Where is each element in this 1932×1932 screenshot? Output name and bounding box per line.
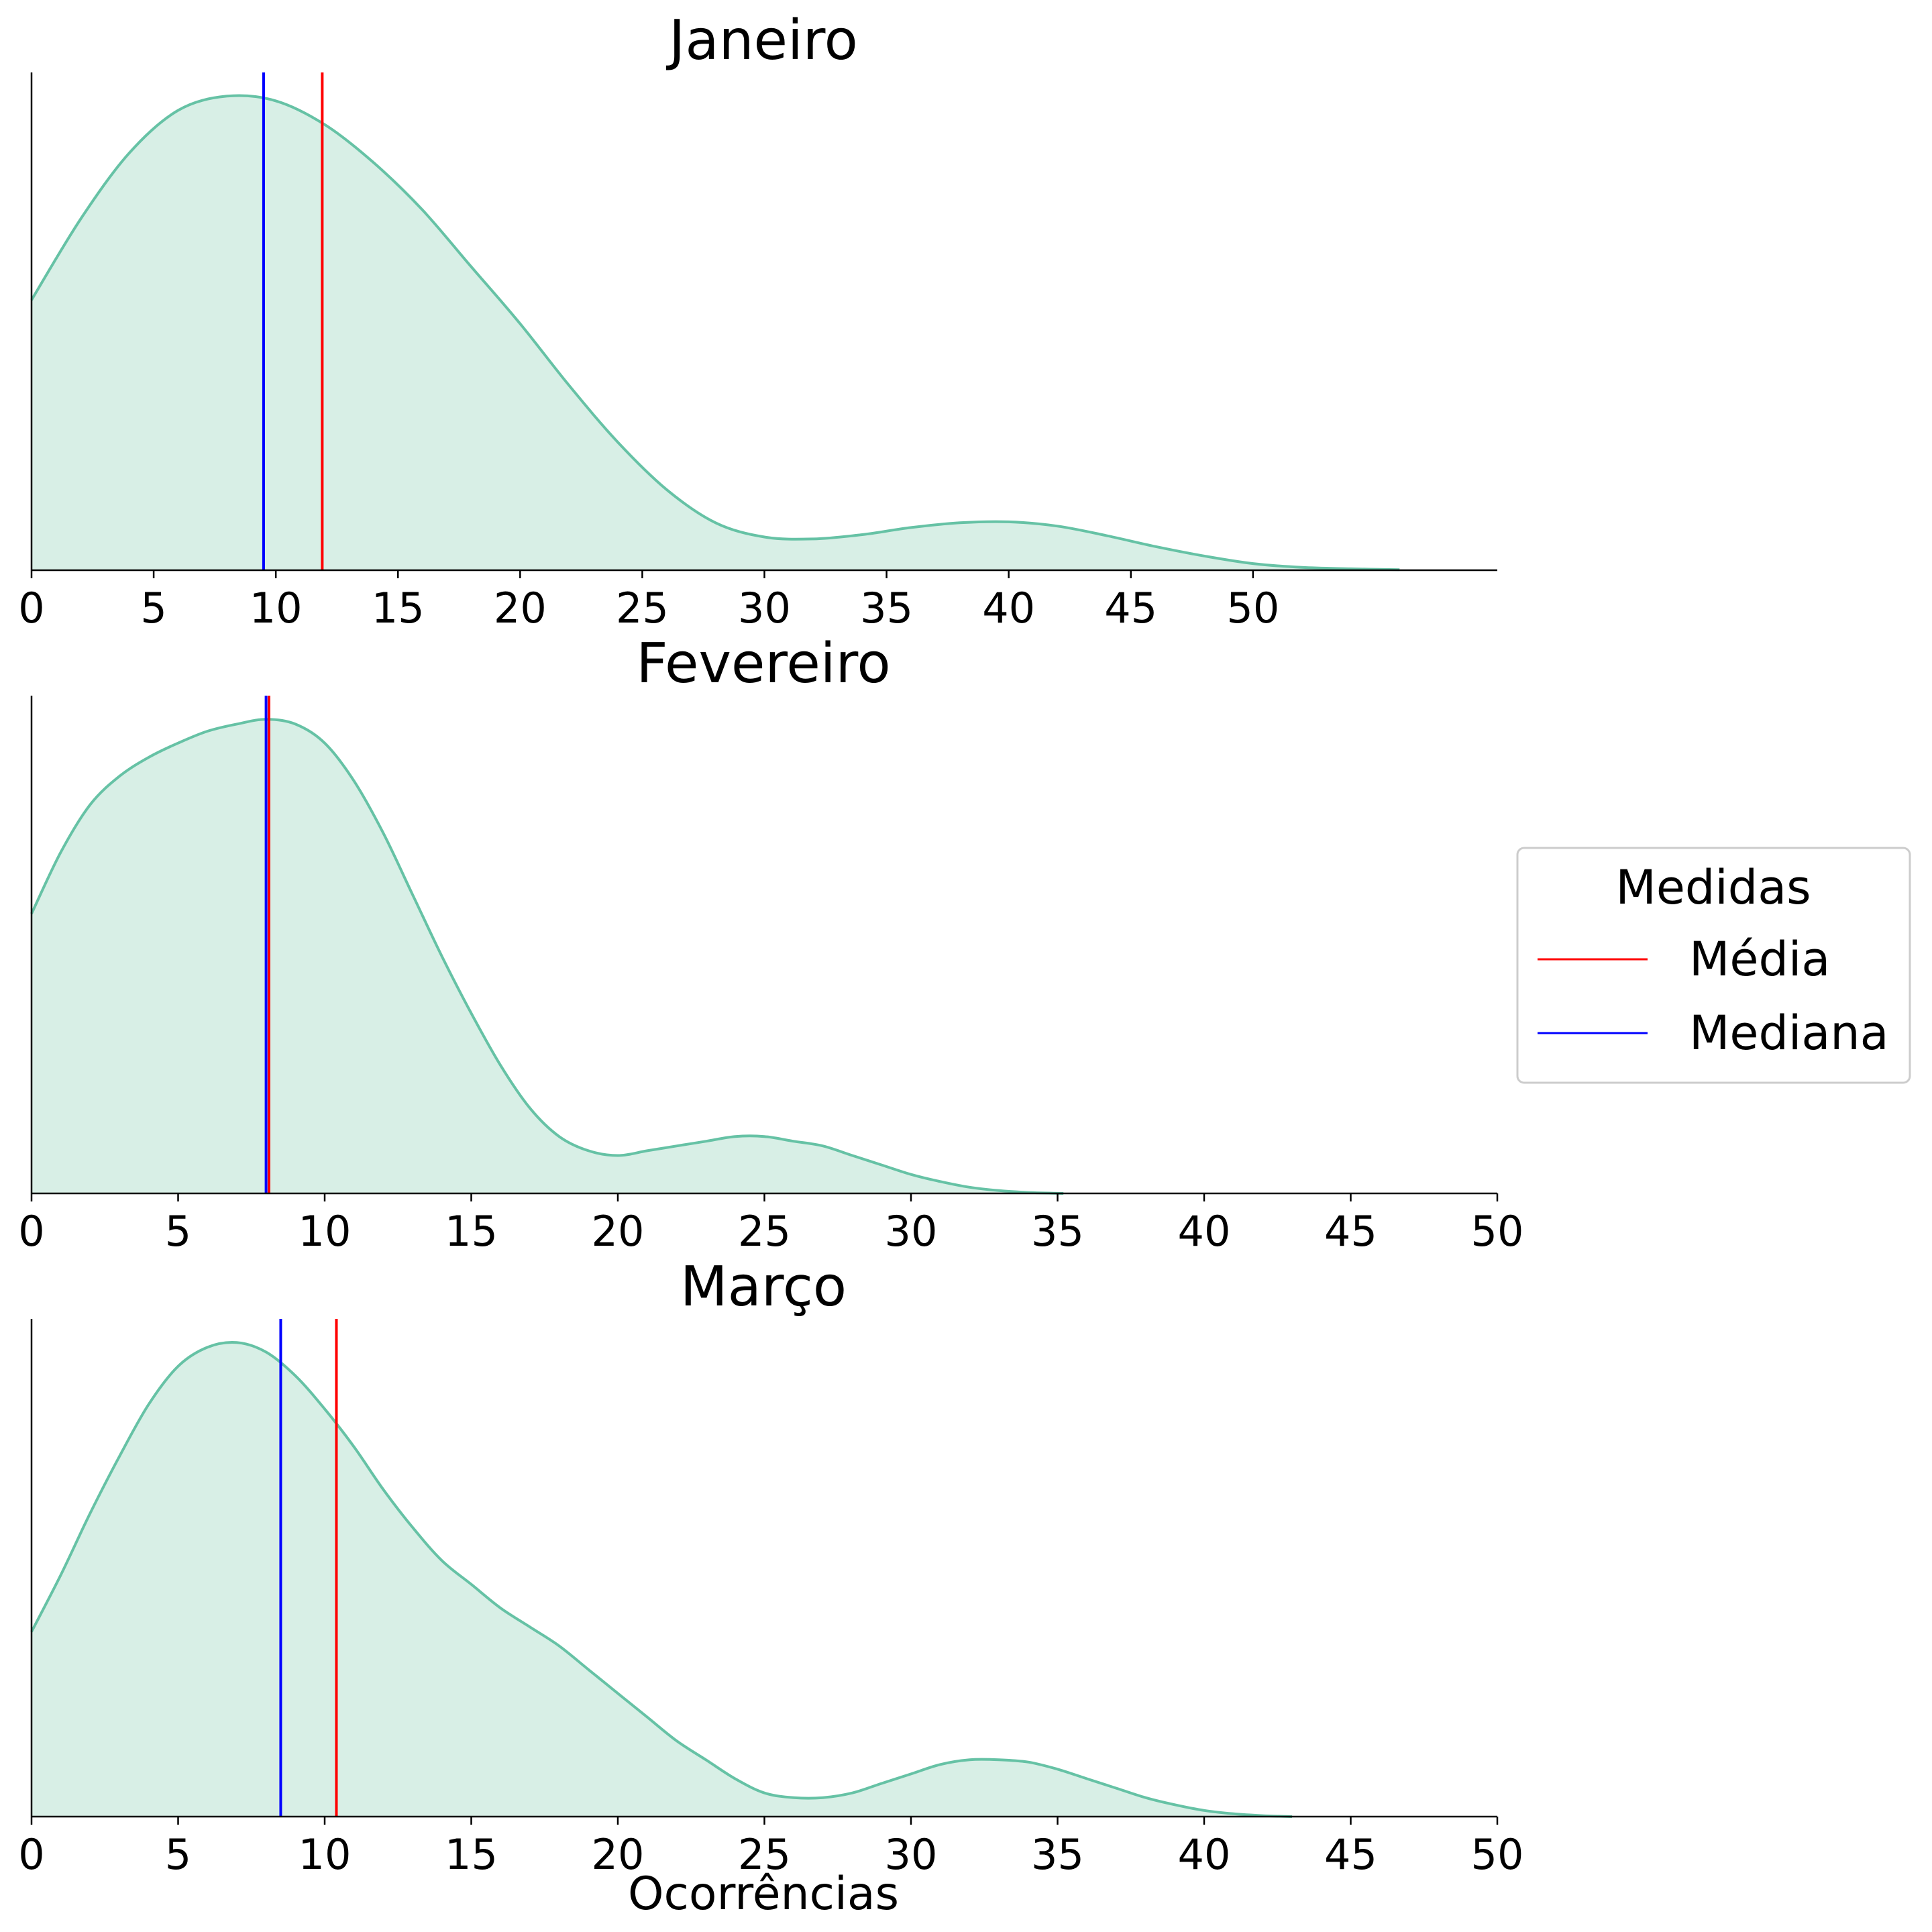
panel-title: Janeiro [665,9,858,72]
x-tick-label: 45 [1324,1830,1377,1879]
legend-title: Medidas [1615,860,1811,915]
x-tick-label: 25 [738,1207,791,1256]
x-tick-label: 35 [1031,1207,1084,1256]
density-line [30,718,1064,1195]
x-tick-label: 40 [1178,1207,1231,1256]
x-tick-label: 50 [1226,584,1279,633]
x-tick-label: 50 [1471,1207,1524,1256]
x-tick-label: 15 [372,584,425,633]
legend-frame [1516,847,1911,1084]
x-tick-label: 35 [1031,1830,1084,1879]
density-area [32,95,1400,570]
x-tick-label: 0 [18,1207,44,1256]
panel-fevereiro: Fevereiro 0 5 10 15 20 25 30 35 40 45 50 [18,632,1523,1256]
x-axis-label: Ocorrências [628,1868,899,1921]
density-line [30,94,1400,572]
x-tick-label: 10 [299,1830,352,1879]
x-tick-label: 40 [1178,1830,1231,1879]
x-tick-label: 30 [885,1207,938,1256]
x-tick-label: 45 [1324,1207,1377,1256]
x-tick-label: 20 [592,1207,645,1256]
x-tick-label: 35 [860,584,913,633]
x-tick-label: 25 [616,584,669,633]
x-tick-label: 20 [592,1830,645,1879]
x-tick-label: 15 [445,1207,498,1256]
x-tick-label: 25 [738,1830,791,1879]
x-tick-label: 30 [885,1830,938,1879]
x-tick-label: 5 [165,1830,191,1879]
x-tick-label: 40 [982,584,1035,633]
x-tick-label: 15 [445,1830,498,1879]
legend: Medidas Média Mediana [1516,847,1911,1084]
x-tick-label: 0 [18,584,44,633]
legend-label-median: Mediana [1689,1006,1889,1061]
x-tick-label: 0 [18,1830,44,1879]
x-tick-label: 50 [1471,1830,1524,1879]
x-tick-label: 5 [140,584,166,633]
x-tick-label: 5 [165,1207,191,1256]
legend-label-mean: Média [1689,932,1830,987]
x-tick-label: 20 [494,584,547,633]
density-area [32,1342,1293,1817]
x-tick-label: 10 [299,1207,352,1256]
density-line [30,1341,1293,1818]
x-tick-label: 45 [1104,584,1157,633]
x-tick-label: 10 [250,584,303,633]
density-area [32,719,1064,1193]
panel-title: Fevereiro [636,632,890,696]
panel-marco: Março 0 5 10 15 20 25 30 35 40 45 50 Ocorrências [18,1255,1523,1921]
panel-janeiro: Janeiro 0 5 10 15 20 25 30 35 40 45 50 [18,9,1497,633]
x-tick-label: 30 [738,584,791,633]
panel-title: Março [680,1255,847,1319]
